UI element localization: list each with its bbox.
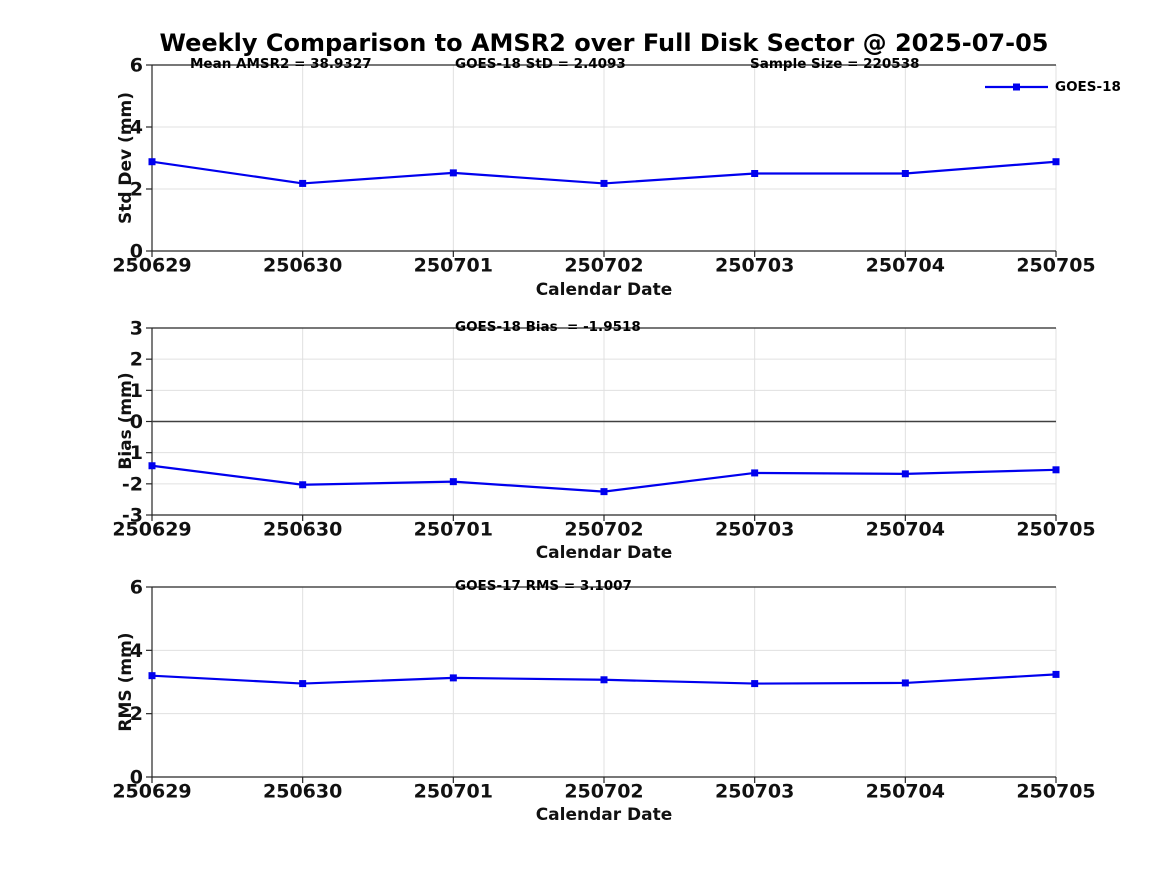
- data-marker: [901, 470, 909, 478]
- data-marker: [751, 680, 759, 688]
- y-tick-label: 6: [130, 55, 143, 77]
- data-marker: [148, 462, 156, 470]
- x-tick-label: 250703: [715, 781, 794, 803]
- data-marker: [901, 170, 909, 177]
- x-tick-label: 250630: [263, 781, 342, 803]
- data-marker: [600, 179, 608, 187]
- x-tick-label: 250704: [866, 781, 945, 803]
- data-marker: [148, 672, 156, 680]
- subplot-1: 0 2 4 6 250629 250630 250701 250702 250703 250704…: [112, 55, 1095, 277]
- legend-marker-icon: [1013, 83, 1020, 91]
- y-tick-label: 6: [130, 577, 143, 599]
- subplot-2: -3 -2 -1 0 1 2 3 250629 250630 250701 250702 250703…: [112, 318, 1095, 541]
- x-tick-label: 250630: [263, 519, 342, 541]
- data-marker: [600, 676, 608, 684]
- y-tick-label: -3: [122, 505, 143, 527]
- y-tick-label: -2: [122, 473, 143, 495]
- x-tick-label: 250701: [414, 255, 493, 277]
- xlabel-calendar-date-2: Calendar Date: [535, 543, 673, 563]
- data-marker: [148, 158, 156, 166]
- x-tick-label: 250630: [263, 255, 342, 277]
- data-marker: [299, 179, 307, 187]
- legend-label: GOES-18: [1055, 79, 1121, 95]
- x-tick-label: 250703: [715, 255, 794, 277]
- annotation-goes18-bias: GOES-18 Bias = -1.9518: [455, 319, 641, 335]
- ylabel-std-dev: Std Dev (mm): [116, 91, 136, 225]
- data-marker: [751, 469, 759, 477]
- x-tick-label: 250629: [112, 255, 191, 277]
- x-tick-label: 250705: [1016, 781, 1095, 803]
- legend: GOES-18: [985, 79, 1121, 95]
- y-tick-label: 0: [130, 241, 143, 263]
- legend-line-sample: [985, 83, 1048, 91]
- annotation-mean-amsr2: Mean AMSR2 = 38.9327: [190, 56, 372, 72]
- x-tick-label: 250701: [414, 519, 493, 541]
- annotation-sample-size: Sample Size = 220538: [750, 56, 920, 72]
- x-tick-label: 250704: [866, 255, 945, 277]
- xlabel-calendar-date-1: Calendar Date: [535, 280, 673, 300]
- x-tick-label: 250629: [112, 781, 191, 803]
- data-marker: [751, 170, 759, 177]
- x-tick-label: 250704: [866, 519, 945, 541]
- y-tick-label: 2: [130, 703, 143, 725]
- annotation-goes17-rms: GOES-17 RMS = 3.1007: [455, 578, 632, 594]
- data-marker: [449, 674, 457, 682]
- figure-title: Weekly Comparison to AMSR2 over Full Dis…: [159, 29, 1049, 57]
- x-tick-label: 250701: [414, 781, 493, 803]
- ylabel-bias: Bias (mm): [116, 372, 136, 470]
- data-marker: [449, 169, 457, 177]
- y-tick-label: 2: [130, 179, 143, 201]
- x-tick-label: 250705: [1016, 519, 1095, 541]
- data-marker: [1052, 670, 1060, 678]
- data-marker: [299, 680, 307, 688]
- y-tick-label: 3: [130, 318, 143, 340]
- xlabel-calendar-date-3: Calendar Date: [535, 805, 673, 825]
- y-tick-label: 2: [130, 349, 143, 371]
- y-tick-label: 0: [130, 411, 143, 433]
- subplot-3: 0 2 4 6 250629 250630 250701 250702 250703 250704…: [112, 577, 1095, 803]
- x-tick-label: 250702: [564, 255, 643, 277]
- data-marker: [1052, 466, 1060, 474]
- data-marker: [600, 488, 608, 496]
- x-tick-label: 250705: [1016, 255, 1095, 277]
- y-tick-label: 1: [130, 380, 143, 402]
- y-tick-label: 4: [130, 117, 143, 139]
- x-tick-label: 250629: [112, 519, 191, 541]
- data-marker: [1052, 158, 1060, 166]
- x-tick-label: 250702: [564, 781, 643, 803]
- annotation-goes18-std: GOES-18 StD = 2.4093: [455, 56, 626, 72]
- y-tick-label: 0: [130, 767, 143, 789]
- x-tick-label: 250702: [564, 519, 643, 541]
- data-marker: [299, 481, 307, 489]
- ylabel-rms: RMS (mm): [116, 632, 136, 732]
- data-marker: [449, 478, 457, 486]
- data-marker: [901, 679, 909, 687]
- x-tick-label: 250703: [715, 519, 794, 541]
- y-tick-label: 4: [130, 640, 143, 662]
- y-tick-label: -1: [122, 442, 143, 464]
